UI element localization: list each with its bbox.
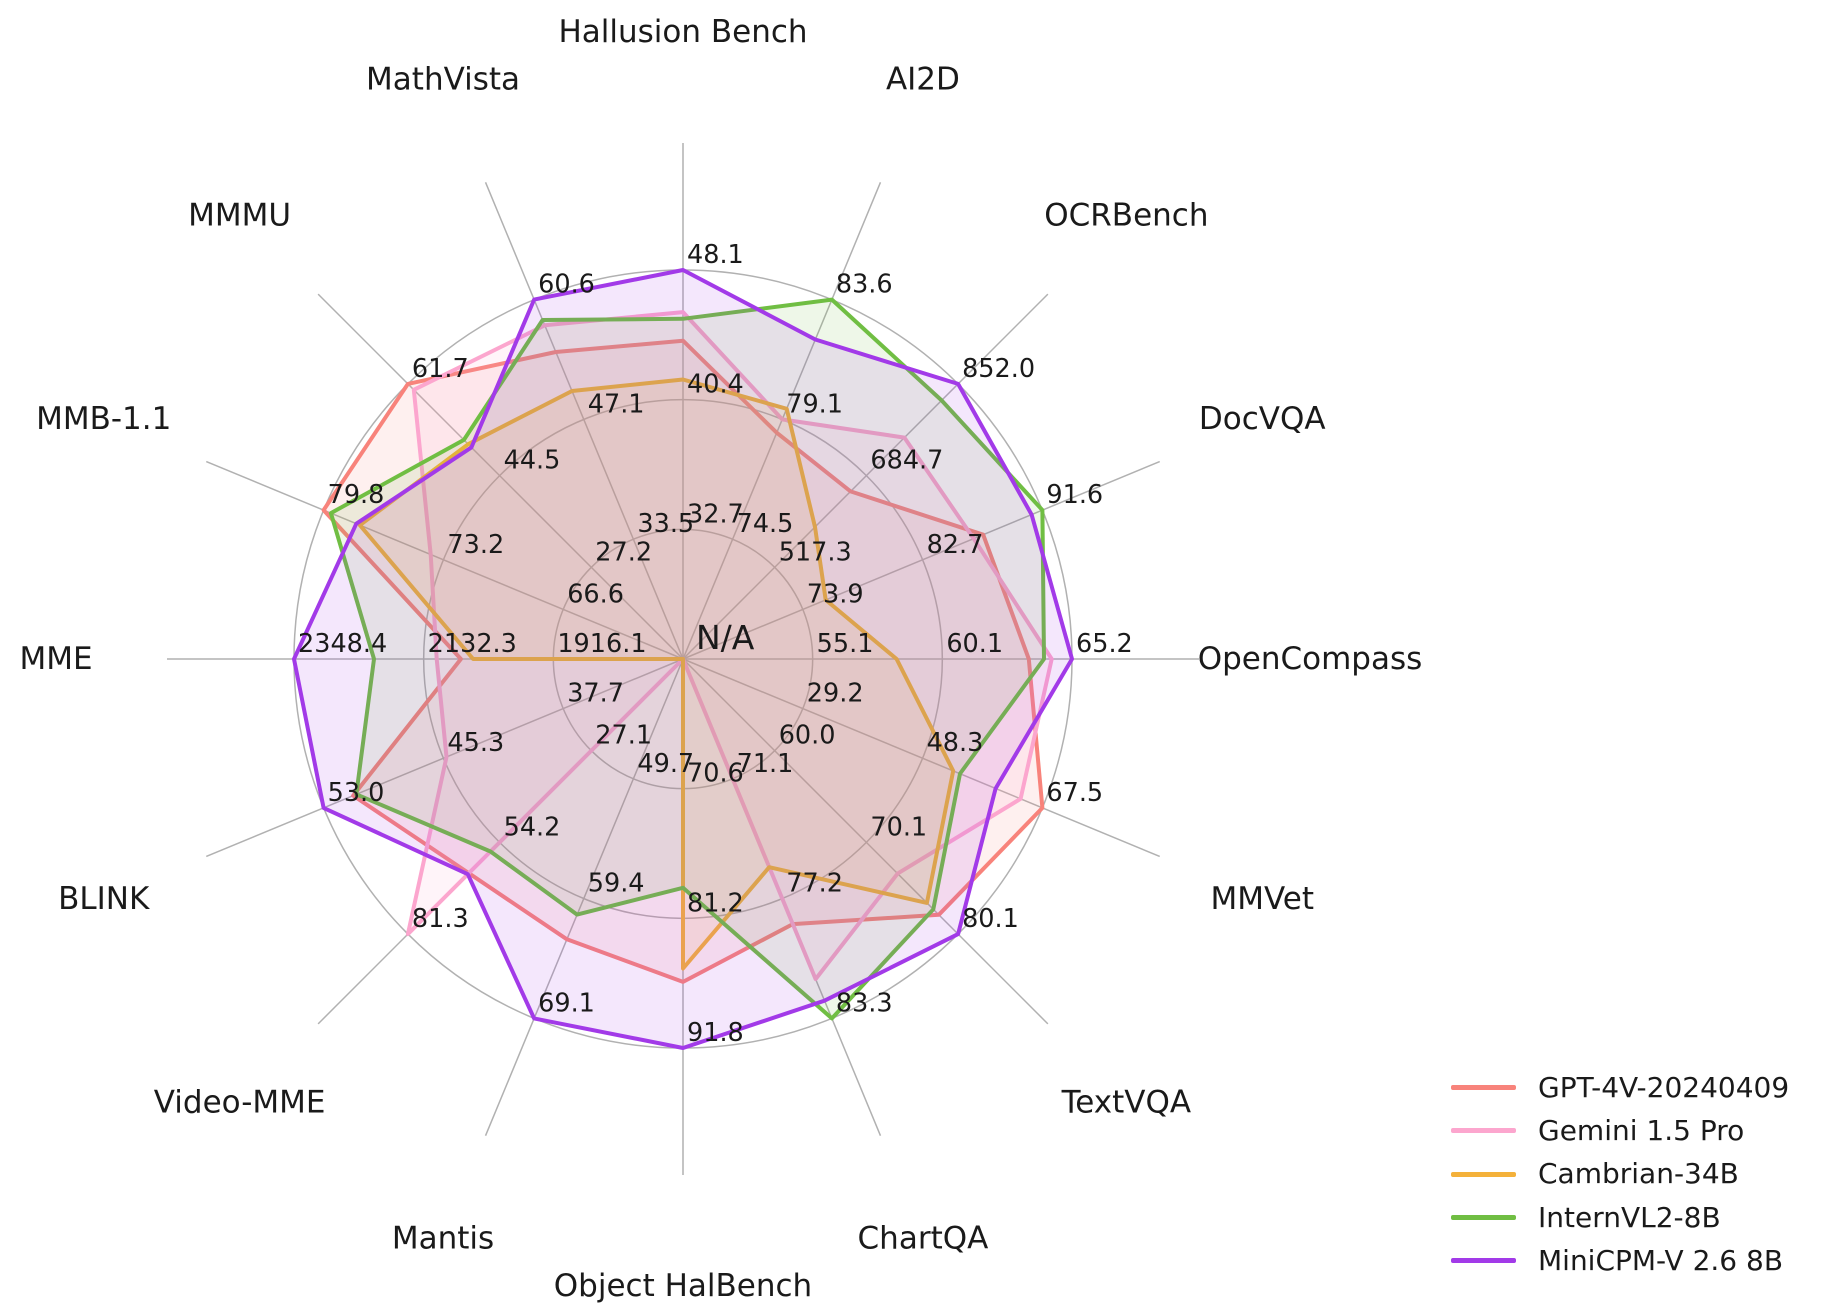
ring-label: 91.6: [1046, 480, 1103, 510]
ring-label: 61.7: [412, 354, 469, 384]
ring-label: 71.1: [737, 749, 794, 779]
legend-label-cambrian: Cambrian-34B: [1538, 1157, 1739, 1191]
ring-label: 684.7: [870, 446, 943, 476]
ring-label: 91.8: [687, 1018, 744, 1048]
ring-label: 81.2: [687, 888, 744, 918]
axis-spoke: [682, 658, 1161, 858]
legend-item: Cambrian-34B: [1451, 1153, 1789, 1196]
ring-label: 2348.4: [298, 629, 387, 659]
ring-label: 83.3: [836, 988, 893, 1018]
ring-label: 80.1: [962, 904, 1019, 934]
series-minicpm-v-2-6-8b: [292, 268, 1074, 1050]
ring-label: 517.3: [779, 537, 852, 567]
ring-label: 81.3: [412, 904, 469, 934]
ring-label: 27.1: [595, 721, 652, 751]
legend-label-gemini: Gemini 1.5 Pro: [1538, 1113, 1745, 1147]
ring-label: 82.7: [927, 530, 984, 560]
legend-swatch-gemini: [1451, 1128, 1516, 1134]
legend-swatch-minicpm: [1451, 1258, 1516, 1264]
ring-label: 59.4: [588, 869, 645, 899]
axis-title-mmb-1-1: MMB-1.1: [36, 401, 171, 437]
axis-spoke: [484, 658, 684, 1137]
axis-spoke: [317, 293, 684, 660]
axis-title-textvqa: TextVQA: [1061, 1084, 1192, 1120]
ring-label: 47.1: [588, 389, 645, 419]
ring-label: 852.0: [962, 354, 1035, 384]
axis-title-docvqa: DocVQA: [1199, 401, 1326, 437]
axis-spoke: [682, 293, 1049, 660]
axis-title-mme: MME: [19, 641, 92, 677]
legend-item: InternVL2-8B: [1451, 1196, 1789, 1239]
axis-title-hallusion-bench: Hallusion Bench: [558, 14, 807, 50]
ring-label: 27.2: [595, 537, 652, 567]
ring-label: 67.5: [1046, 778, 1103, 808]
ring-label: 60.0: [779, 721, 836, 751]
legend-swatch-cambrian: [1451, 1171, 1516, 1177]
axis-title-object-halbench: Object HalBench: [554, 1268, 812, 1304]
axis-title-mmvet: MMVet: [1211, 881, 1315, 917]
series-gemini-1-5-pro: [405, 310, 1054, 982]
axis-title-ocrbench: OCRBench: [1044, 198, 1208, 234]
legend-item: GPT-4V-20240409: [1451, 1066, 1789, 1109]
center-na-label: N/A: [696, 618, 755, 657]
ring-label: 73.2: [447, 530, 504, 560]
axis-spoke: [682, 460, 1161, 660]
ring-label: 33.5: [637, 509, 694, 539]
axis-title-video-mme: Video-MME: [154, 1084, 326, 1120]
legend-item: Gemini 1.5 Pro: [1451, 1109, 1789, 1152]
ring-label: 48.3: [927, 728, 984, 758]
axis-spoke: [484, 181, 684, 660]
axis-title-chartqa: ChartQA: [858, 1220, 989, 1256]
legend-swatch-internvl2: [1451, 1215, 1516, 1221]
ring-label: 73.9: [807, 579, 864, 609]
legend-label-gpt4v: GPT-4V-20240409: [1538, 1070, 1790, 1104]
ring-label: 32.7: [687, 499, 744, 529]
axis-title-mathvista: MathVista: [366, 62, 520, 98]
legend-swatch-gpt4v: [1451, 1085, 1516, 1091]
axis-title-blink: BLINK: [58, 881, 150, 917]
ring-label: 40.4: [687, 370, 744, 400]
ring-label: 83.6: [836, 270, 893, 300]
ring-label: 55.1: [817, 629, 874, 659]
ring-label: 77.2: [786, 869, 843, 899]
ring-label: 79.8: [328, 480, 385, 510]
ring-label: 69.1: [538, 988, 595, 1018]
ring-label: 70.6: [687, 759, 744, 789]
axis-title-ai2d: AI2D: [886, 62, 960, 98]
legend-label-minicpm: MiniCPM-V 2.6 8B: [1538, 1243, 1784, 1277]
ring-label: 65.2: [1076, 629, 1133, 659]
ring-label: 54.2: [504, 812, 561, 842]
ring-label: 79.1: [786, 389, 843, 419]
axis-title-mantis: Mantis: [392, 1220, 494, 1256]
ring-label: 48.1: [687, 240, 744, 270]
axis-title-opencompass: OpenCompass: [1198, 641, 1423, 677]
ring-label: 70.1: [870, 812, 927, 842]
legend-label-internvl2: InternVL2-8B: [1538, 1200, 1721, 1234]
ring-label: 44.5: [504, 446, 561, 476]
legend-item: MiniCPM-V 2.6 8B: [1451, 1239, 1789, 1282]
ring-label: 1916.1: [557, 629, 646, 659]
ring-label: 60.6: [538, 270, 595, 300]
axis-spoke: [682, 658, 1049, 1025]
ring-label: 2132.3: [428, 629, 517, 659]
ring-label: 45.3: [447, 728, 504, 758]
axis-spoke: [205, 460, 684, 660]
ring-label: 60.1: [946, 629, 1003, 659]
ring-label: 53.0: [328, 778, 385, 808]
ring-label: 66.6: [567, 579, 624, 609]
ring-label: 29.2: [807, 679, 864, 709]
axis-title-mmmu: MMMU: [188, 198, 291, 234]
legend: GPT-4V-20240409 Gemini 1.5 Pro Cambrian-…: [1451, 1066, 1789, 1282]
ring-label: 74.5: [737, 509, 794, 539]
ring-label: 49.7: [637, 749, 694, 779]
ring-label: 37.7: [567, 679, 624, 709]
